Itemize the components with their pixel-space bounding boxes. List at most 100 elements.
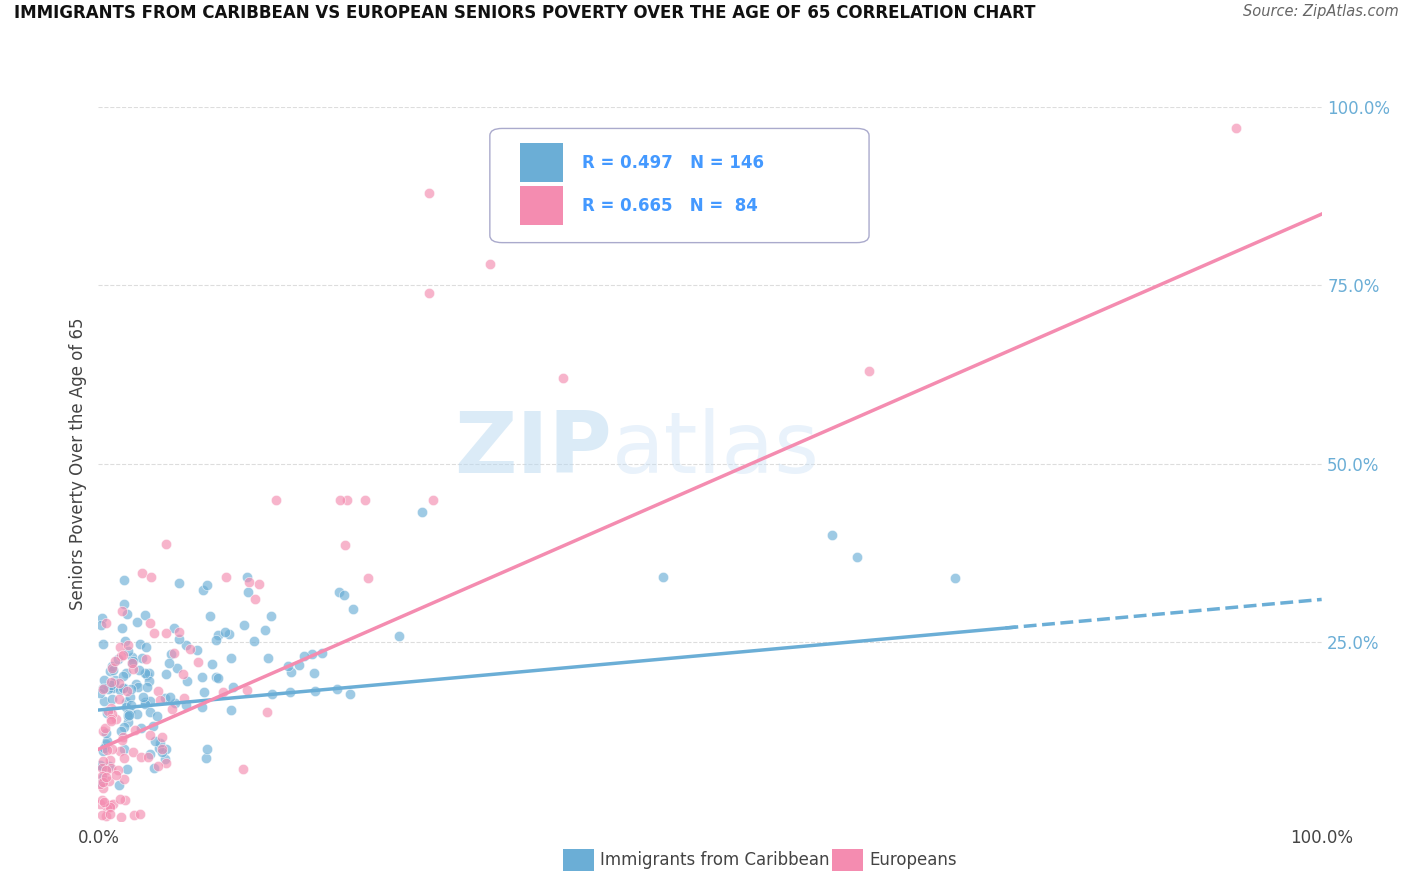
Point	[101, 681, 124, 695]
Point	[117, 709, 139, 723]
Point	[155, 756, 177, 770]
Point	[98, 752, 121, 766]
Point	[93, 759, 115, 773]
Point	[100, 701, 122, 715]
Point	[112, 681, 135, 695]
Point	[128, 663, 150, 677]
Point	[148, 741, 170, 756]
Point	[155, 537, 177, 551]
Point	[110, 649, 132, 664]
Point	[845, 549, 868, 564]
Point	[121, 656, 143, 670]
Point	[107, 676, 129, 690]
Point	[93, 673, 115, 687]
Point	[122, 654, 145, 668]
Point	[114, 634, 136, 648]
Point	[94, 726, 117, 740]
Point	[191, 582, 214, 597]
Point	[89, 686, 111, 700]
Point	[256, 705, 278, 719]
Text: Europeans: Europeans	[869, 851, 956, 869]
Point	[214, 625, 236, 640]
Point	[125, 706, 148, 721]
Point	[163, 696, 186, 710]
Point	[124, 723, 146, 737]
Point	[139, 694, 162, 708]
Point	[150, 741, 173, 756]
Point	[221, 681, 243, 695]
Point	[163, 621, 186, 635]
Point	[108, 744, 131, 758]
Point	[110, 810, 132, 824]
Point	[120, 705, 142, 719]
Point	[201, 657, 224, 671]
Point	[101, 692, 124, 706]
Point	[117, 638, 139, 652]
Point	[157, 656, 180, 670]
Point	[110, 723, 132, 738]
Point	[257, 651, 280, 665]
Point	[218, 627, 240, 641]
Point	[121, 649, 143, 664]
Point	[138, 728, 160, 742]
Point	[94, 770, 117, 784]
Bar	[564, 849, 593, 871]
Point	[114, 666, 136, 681]
Point	[247, 577, 270, 591]
Point	[117, 706, 139, 721]
Point	[118, 707, 141, 722]
Point	[108, 640, 131, 654]
Point	[105, 712, 128, 726]
Point	[134, 697, 156, 711]
Point	[422, 492, 444, 507]
Point	[128, 807, 150, 822]
Point	[90, 618, 112, 632]
Point	[93, 681, 115, 695]
Point	[311, 647, 333, 661]
Point	[120, 690, 142, 704]
Point	[204, 632, 226, 647]
Point	[131, 749, 153, 764]
Point	[98, 799, 121, 814]
Point	[821, 528, 844, 542]
Point	[138, 674, 160, 689]
Point	[194, 751, 217, 765]
Point	[91, 808, 114, 822]
Point	[100, 742, 122, 756]
Point	[195, 741, 218, 756]
Point	[114, 695, 136, 709]
Point	[115, 762, 138, 776]
Text: Source: ZipAtlas.com: Source: ZipAtlas.com	[1243, 4, 1399, 20]
Bar	[520, 186, 564, 225]
Point	[108, 692, 131, 706]
Point	[264, 492, 287, 507]
Point	[90, 793, 112, 807]
Point	[103, 663, 125, 677]
Point	[858, 364, 880, 378]
Point	[215, 570, 238, 584]
Point	[357, 571, 380, 585]
Point	[173, 690, 195, 705]
Point	[121, 656, 143, 670]
Point	[943, 571, 966, 585]
Point	[136, 750, 159, 764]
Point	[91, 781, 114, 796]
Point	[101, 797, 124, 811]
Point	[104, 673, 127, 687]
Point	[103, 654, 125, 668]
Point	[304, 684, 326, 698]
Point	[142, 761, 165, 775]
Point	[155, 742, 177, 756]
Point	[139, 570, 162, 584]
Point	[149, 692, 172, 706]
Point	[153, 752, 176, 766]
Point	[91, 723, 114, 738]
Point	[98, 665, 121, 679]
Point	[122, 745, 145, 759]
Point	[100, 714, 122, 728]
Point	[150, 730, 173, 744]
Point	[354, 492, 377, 507]
Point	[652, 570, 675, 584]
Point	[200, 609, 222, 624]
Point	[301, 647, 323, 661]
